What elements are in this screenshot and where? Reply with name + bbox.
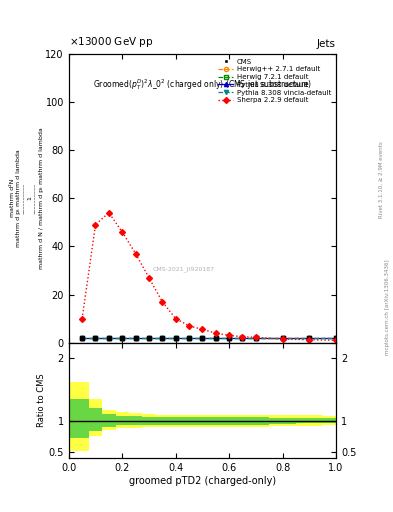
Text: Jets: Jets [317,38,336,49]
X-axis label: groomed pTD2 (charged-only): groomed pTD2 (charged-only) [129,476,276,486]
Y-axis label: mathrm d²N
mathrm d pₜ mathrm d lambda
––––––––––
1
––––––––––
mathrm d N / math: mathrm d²N mathrm d pₜ mathrm d lambda –… [10,127,44,269]
Legend: CMS, Herwig++ 2.7.1 default, Herwig 7.2.1 default, Pythia 8.308 default, Pythia : CMS, Herwig++ 2.7.1 default, Herwig 7.2.… [217,57,332,104]
Text: $\times$13000 GeV pp: $\times$13000 GeV pp [69,35,153,49]
Text: Groomed$(p_T^D)^2\lambda\_0^2$ (charged only) (CMS jet substructure): Groomed$(p_T^D)^2\lambda\_0^2$ (charged … [93,77,312,92]
Text: Rivet 3.1.10, ≥ 2.9M events: Rivet 3.1.10, ≥ 2.9M events [379,141,384,218]
Text: CMS-2021_JI920187: CMS-2021_JI920187 [152,266,215,272]
Text: mcplots.cern.ch [arXiv:1306.3436]: mcplots.cern.ch [arXiv:1306.3436] [385,260,389,355]
Y-axis label: Ratio to CMS: Ratio to CMS [37,374,46,428]
